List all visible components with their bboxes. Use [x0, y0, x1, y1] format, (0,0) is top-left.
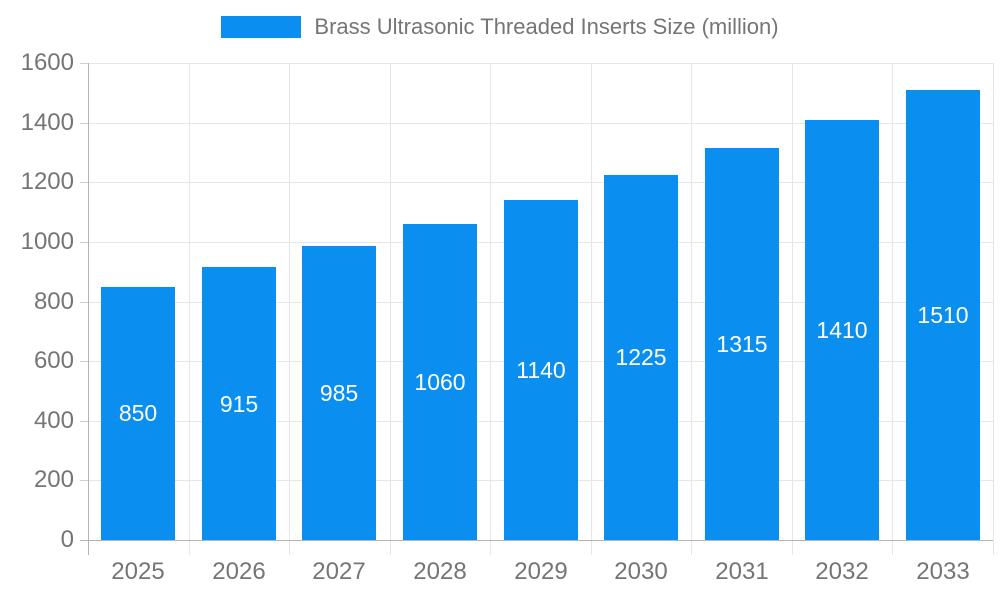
bar — [604, 175, 678, 540]
y-axis-tick — [80, 421, 88, 422]
x-axis-label: 2030 — [614, 558, 668, 585]
y-axis-tick — [80, 480, 88, 481]
x-axis-label: 2031 — [715, 558, 769, 585]
y-axis-label: 1200 — [20, 168, 74, 195]
y-axis-label: 800 — [33, 288, 74, 315]
bar — [403, 224, 477, 540]
gridline-v — [892, 63, 893, 555]
y-axis-tick — [80, 182, 88, 183]
gridline-v — [993, 63, 994, 555]
y-axis-label: 1600 — [20, 49, 74, 76]
y-axis-tick — [80, 242, 88, 243]
bar-value-label: 1315 — [716, 331, 768, 357]
gridline-h — [88, 182, 993, 183]
x-axis-label: 2032 — [815, 558, 869, 585]
gridline-v — [490, 63, 491, 555]
legend: Brass Ultrasonic Threaded Inserts Size (… — [0, 14, 1000, 40]
gridline-v — [691, 63, 692, 555]
y-axis-tick — [80, 361, 88, 362]
gridline-h — [88, 123, 993, 124]
bar-value-label: 1410 — [816, 317, 868, 343]
legend-label: Brass Ultrasonic Threaded Inserts Size (… — [314, 14, 779, 39]
y-axis-label: 1000 — [20, 228, 74, 255]
bar — [906, 90, 980, 540]
gridline-v — [591, 63, 592, 555]
x-axis-label: 2029 — [514, 558, 568, 585]
gridline-v — [792, 63, 793, 555]
bar-value-label: 1140 — [516, 357, 566, 383]
y-axis-label: 600 — [33, 347, 74, 374]
y-axis-line — [88, 63, 89, 555]
x-axis-line — [80, 540, 993, 541]
x-axis-label: 2033 — [916, 558, 970, 585]
bar — [202, 267, 276, 540]
bar — [705, 148, 779, 540]
y-axis-tick — [80, 63, 88, 64]
gridline-v — [189, 63, 190, 555]
bar — [101, 287, 175, 540]
bar — [302, 246, 376, 540]
bar-value-label: 1510 — [917, 302, 969, 328]
bar-value-label: 985 — [319, 380, 359, 406]
y-axis-label: 400 — [33, 407, 74, 434]
y-axis-label: 0 — [60, 526, 74, 553]
bar — [504, 200, 578, 540]
bar — [805, 120, 879, 540]
legend-swatch — [221, 16, 302, 38]
bar-value-label: 915 — [219, 391, 259, 417]
gridline-v — [390, 63, 391, 555]
gridline-v — [289, 63, 290, 555]
y-axis-label: 200 — [33, 466, 74, 493]
x-axis-label: 2027 — [312, 558, 366, 585]
y-axis-tick — [80, 123, 88, 124]
bar-value-label: 1060 — [414, 369, 466, 395]
x-axis-label: 2028 — [413, 558, 467, 585]
x-axis-label: 2026 — [212, 558, 266, 585]
bar-value-label: 1225 — [615, 344, 667, 370]
bar-value-label: 850 — [118, 400, 158, 426]
y-axis-label: 1400 — [20, 109, 74, 136]
y-axis-tick — [80, 302, 88, 303]
gridline-h — [88, 63, 993, 64]
x-axis-label: 2025 — [111, 558, 165, 585]
